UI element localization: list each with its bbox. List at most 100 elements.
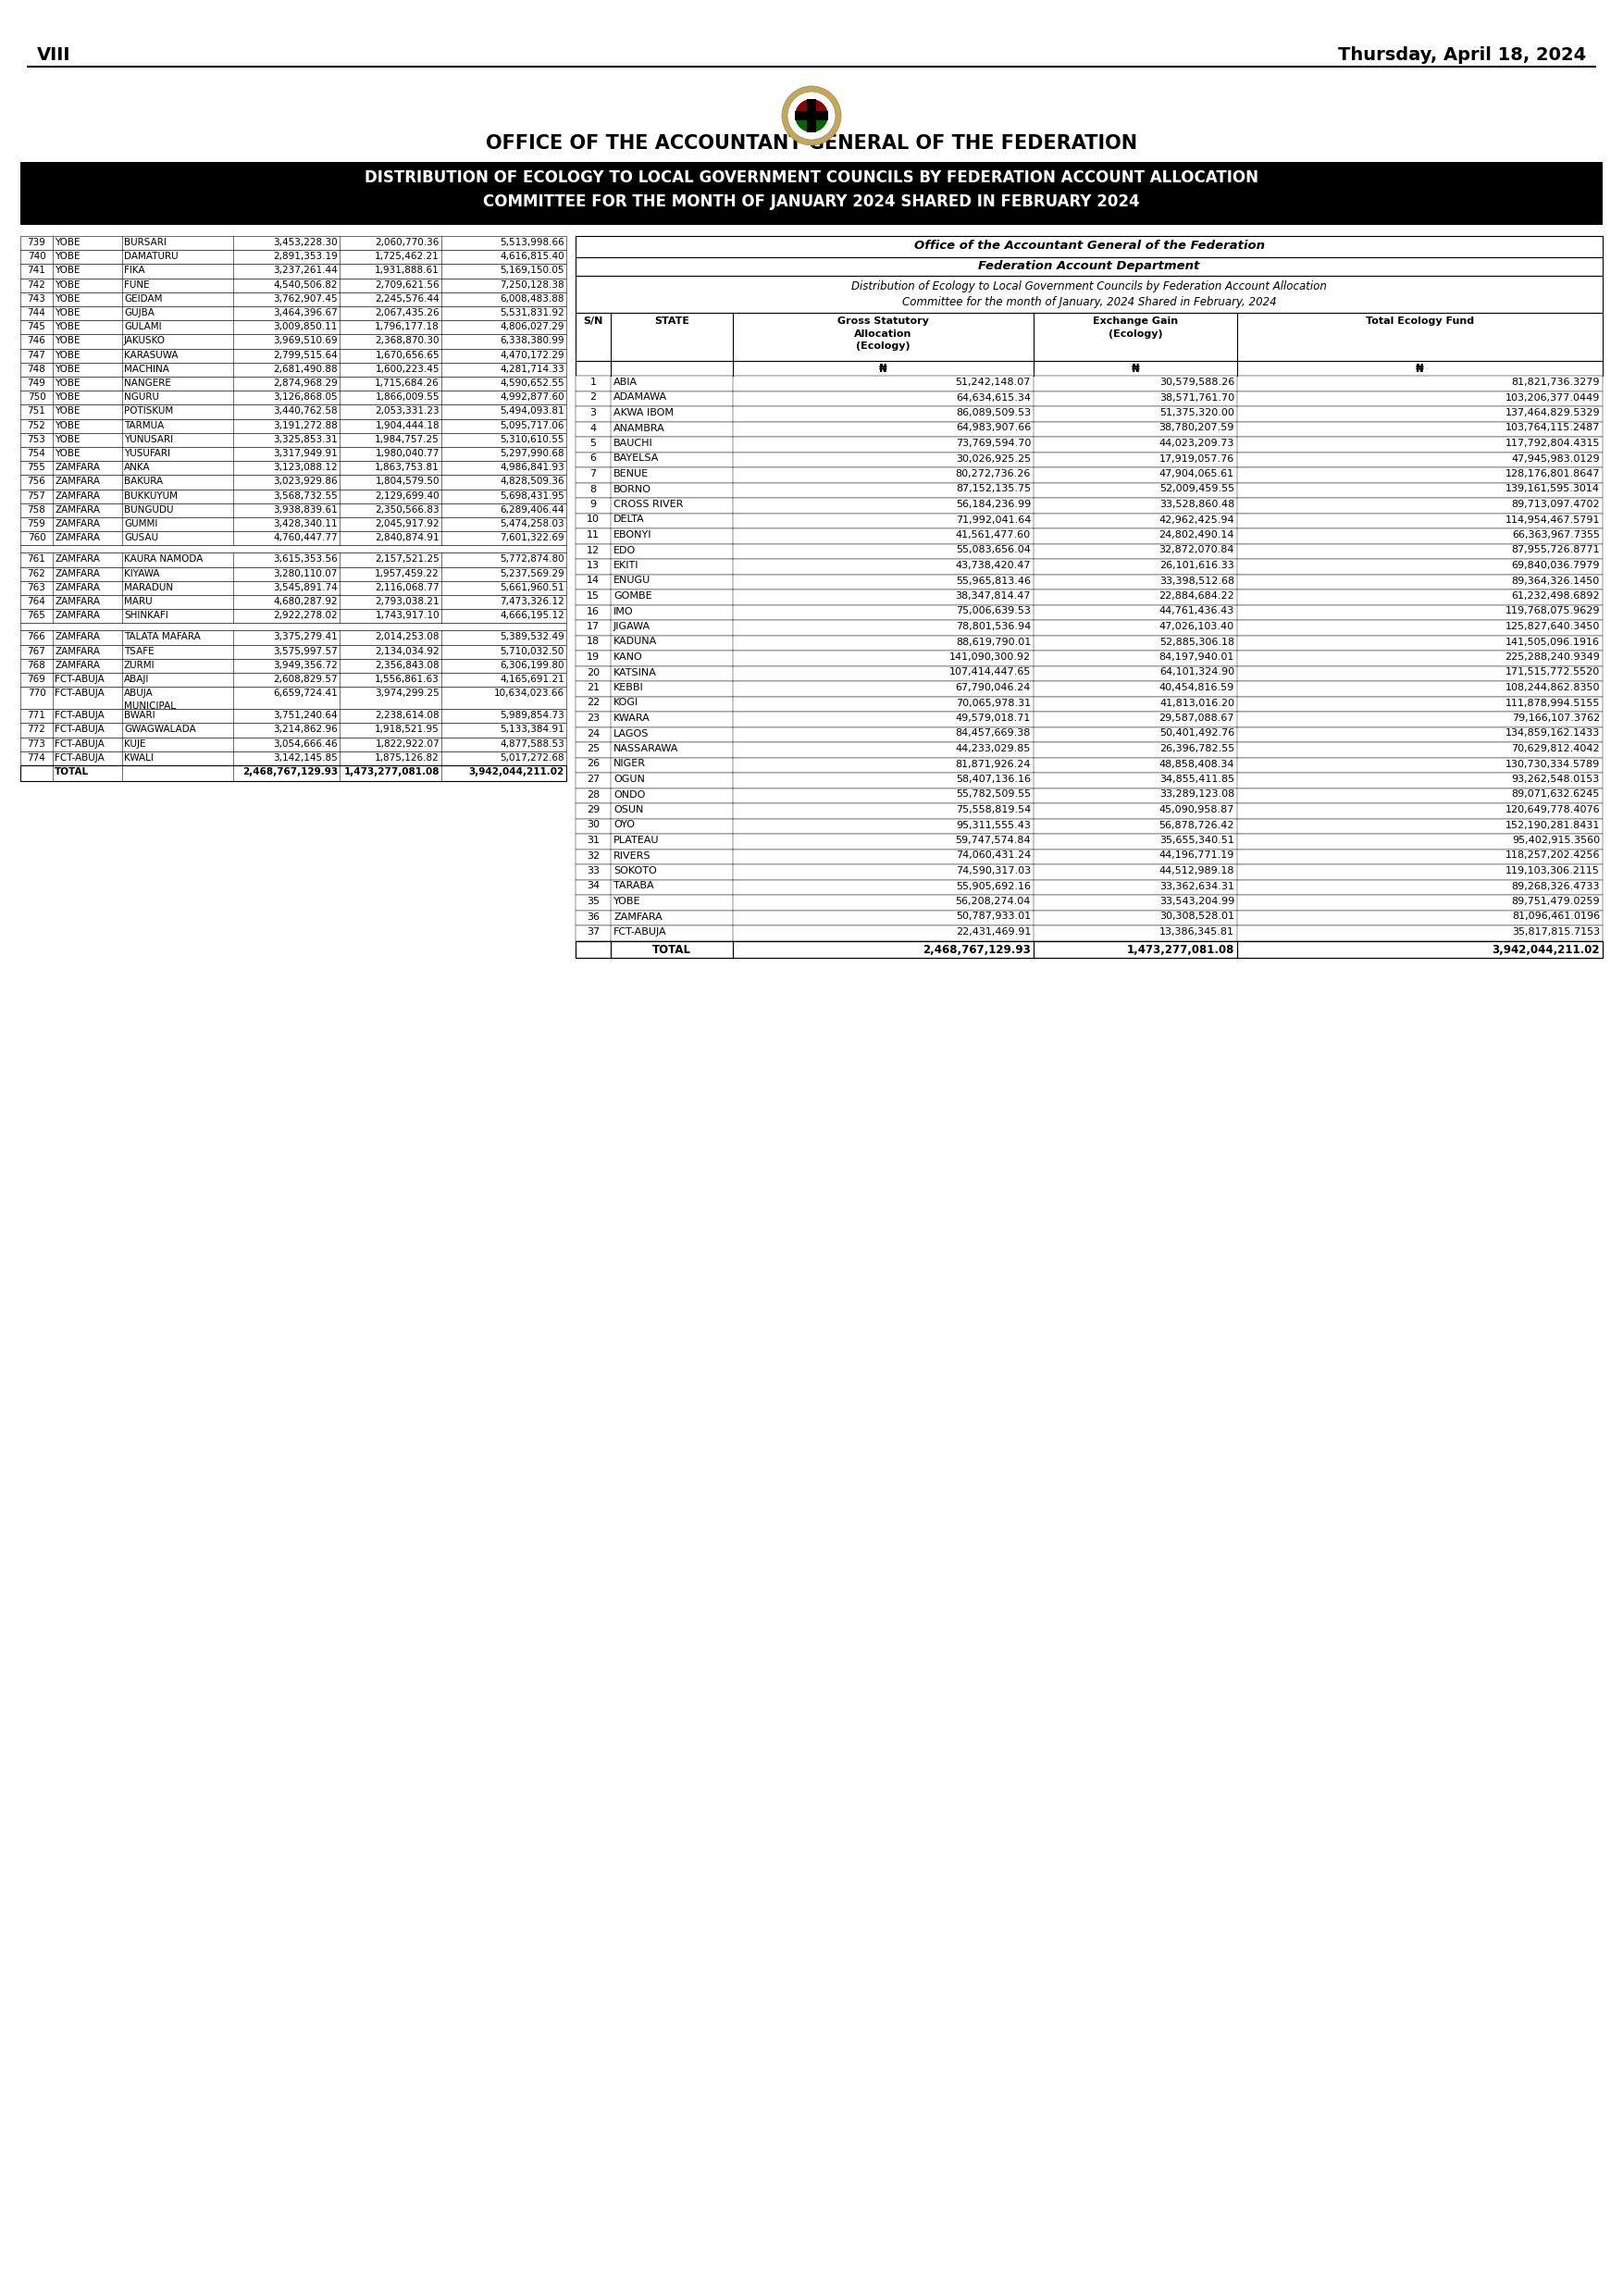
Text: 4,470,172.29: 4,470,172.29 bbox=[500, 351, 565, 360]
Bar bbox=[576, 728, 1602, 742]
Text: 89,071,632.6245: 89,071,632.6245 bbox=[1511, 790, 1600, 799]
Text: YOBE: YOBE bbox=[55, 351, 80, 360]
Text: 21: 21 bbox=[586, 682, 599, 691]
Bar bbox=[21, 418, 566, 434]
Text: 16: 16 bbox=[586, 606, 599, 615]
Text: 5,017,272.68: 5,017,272.68 bbox=[500, 753, 565, 762]
Text: 6,306,199.80: 6,306,199.80 bbox=[500, 661, 565, 670]
Text: POTISKUM: POTISKUM bbox=[123, 406, 174, 416]
Text: 22: 22 bbox=[586, 698, 601, 707]
Text: ANKA: ANKA bbox=[123, 464, 151, 473]
Text: 41,561,477.60: 41,561,477.60 bbox=[956, 530, 1031, 540]
Text: 34,855,411.85: 34,855,411.85 bbox=[1159, 774, 1235, 783]
Text: 763: 763 bbox=[28, 583, 45, 592]
Text: NASSARAWA: NASSARAWA bbox=[613, 744, 678, 753]
Text: 67,790,046.24: 67,790,046.24 bbox=[956, 682, 1031, 691]
Text: 29,587,088.67: 29,587,088.67 bbox=[1159, 714, 1235, 723]
Text: AKWA IBOM: AKWA IBOM bbox=[613, 409, 674, 418]
Text: Distribution of Ecology to Local Government Councils by Federation Account Alloc: Distribution of Ecology to Local Governm… bbox=[852, 280, 1328, 292]
Text: 769: 769 bbox=[28, 675, 45, 684]
Text: YOBE: YOBE bbox=[55, 393, 80, 402]
Text: 55,965,813.46: 55,965,813.46 bbox=[956, 576, 1031, 585]
Bar bbox=[576, 620, 1602, 636]
Text: 6,008,483.88: 6,008,483.88 bbox=[500, 294, 565, 303]
Text: 3,949,356.72: 3,949,356.72 bbox=[273, 661, 338, 670]
Text: 4,760,447.77: 4,760,447.77 bbox=[273, 533, 338, 542]
Text: 137,464,829.5329: 137,464,829.5329 bbox=[1505, 409, 1600, 418]
Text: FCT-ABUJA: FCT-ABUJA bbox=[55, 726, 104, 735]
Bar bbox=[576, 650, 1602, 666]
Bar bbox=[21, 737, 566, 751]
Bar bbox=[21, 517, 566, 530]
Text: YOBE: YOBE bbox=[55, 321, 80, 331]
Text: EBONYI: EBONYI bbox=[613, 530, 652, 540]
Circle shape bbox=[787, 92, 836, 140]
Bar bbox=[576, 820, 1602, 833]
Text: KATSINA: KATSINA bbox=[613, 668, 657, 677]
Text: 111,878,994.5155: 111,878,994.5155 bbox=[1505, 698, 1600, 707]
Bar bbox=[576, 406, 1602, 422]
Text: 79,166,107.3762: 79,166,107.3762 bbox=[1511, 714, 1600, 723]
Text: 6: 6 bbox=[589, 455, 596, 464]
Text: 2,891,353.19: 2,891,353.19 bbox=[273, 253, 338, 262]
Text: NIGER: NIGER bbox=[613, 760, 646, 769]
Text: 119,103,306.2115: 119,103,306.2115 bbox=[1506, 866, 1600, 875]
Text: 29: 29 bbox=[586, 806, 601, 815]
Text: MACHINA: MACHINA bbox=[123, 365, 169, 374]
Text: 56,208,274.04: 56,208,274.04 bbox=[956, 898, 1031, 907]
Text: 2,060,770.36: 2,060,770.36 bbox=[375, 239, 440, 248]
Text: YOBE: YOBE bbox=[55, 420, 80, 429]
Text: 1,473,277,081.08: 1,473,277,081.08 bbox=[344, 767, 440, 776]
Bar bbox=[21, 461, 566, 475]
Text: 30,308,528.01: 30,308,528.01 bbox=[1159, 912, 1235, 921]
Bar bbox=[21, 530, 566, 546]
Text: 87,955,726.8771: 87,955,726.8771 bbox=[1511, 546, 1600, 556]
Text: Total Ecology Fund: Total Ecology Fund bbox=[1365, 317, 1474, 326]
Text: 4,877,588.53: 4,877,588.53 bbox=[500, 739, 565, 748]
Text: EDO: EDO bbox=[613, 546, 636, 556]
Text: Gross Statutory
Allocation
(Ecology): Gross Statutory Allocation (Ecology) bbox=[837, 317, 928, 351]
Text: ₦: ₦ bbox=[1415, 363, 1423, 374]
Text: MARU: MARU bbox=[123, 597, 153, 606]
Text: JAKUSKO: JAKUSKO bbox=[123, 335, 166, 347]
Text: 20: 20 bbox=[586, 668, 599, 677]
Text: 5: 5 bbox=[589, 439, 596, 448]
Text: 66,363,967.7355: 66,363,967.7355 bbox=[1513, 530, 1600, 540]
Text: ANAMBRA: ANAMBRA bbox=[613, 422, 665, 432]
Text: 69,840,036.7979: 69,840,036.7979 bbox=[1511, 560, 1600, 569]
Bar bbox=[21, 723, 566, 737]
Text: Office of the Accountant General of the Federation: Office of the Accountant General of the … bbox=[914, 239, 1264, 253]
Text: 28: 28 bbox=[586, 790, 601, 799]
Text: 56,878,726.42: 56,878,726.42 bbox=[1159, 820, 1235, 829]
Bar bbox=[576, 850, 1602, 863]
Text: 2,840,874.91: 2,840,874.91 bbox=[375, 533, 440, 542]
Text: 742: 742 bbox=[28, 280, 45, 289]
Text: 19: 19 bbox=[586, 652, 599, 661]
Text: 13: 13 bbox=[586, 560, 599, 569]
Text: 772: 772 bbox=[28, 726, 45, 735]
Text: KAURA NAMODA: KAURA NAMODA bbox=[123, 556, 203, 565]
Text: 5,531,831.92: 5,531,831.92 bbox=[500, 308, 565, 317]
Text: SOKOTO: SOKOTO bbox=[613, 866, 657, 875]
Text: 33,398,512.68: 33,398,512.68 bbox=[1159, 576, 1235, 585]
Bar bbox=[576, 742, 1602, 758]
Text: CROSS RIVER: CROSS RIVER bbox=[613, 501, 683, 510]
Text: 10: 10 bbox=[586, 514, 599, 523]
Text: 2,129,699.40: 2,129,699.40 bbox=[375, 491, 440, 501]
Text: 1,904,444.18: 1,904,444.18 bbox=[375, 420, 440, 429]
Text: 1: 1 bbox=[589, 377, 596, 386]
Text: 44,196,771.19: 44,196,771.19 bbox=[1159, 852, 1235, 861]
Text: 30: 30 bbox=[586, 820, 599, 829]
Bar bbox=[576, 590, 1602, 604]
Text: 767: 767 bbox=[28, 647, 45, 657]
Text: 5,133,384.91: 5,133,384.91 bbox=[500, 726, 565, 735]
Text: 2: 2 bbox=[589, 393, 596, 402]
Text: 4,992,877.60: 4,992,877.60 bbox=[500, 393, 565, 402]
Text: 33,289,123.08: 33,289,123.08 bbox=[1159, 790, 1235, 799]
Text: 5,772,874.80: 5,772,874.80 bbox=[500, 556, 565, 565]
Bar bbox=[21, 475, 566, 489]
Text: ₦: ₦ bbox=[880, 363, 888, 374]
Bar bbox=[576, 574, 1602, 590]
Text: 49,579,018.71: 49,579,018.71 bbox=[956, 714, 1031, 723]
Text: 41,813,016.20: 41,813,016.20 bbox=[1159, 698, 1235, 707]
